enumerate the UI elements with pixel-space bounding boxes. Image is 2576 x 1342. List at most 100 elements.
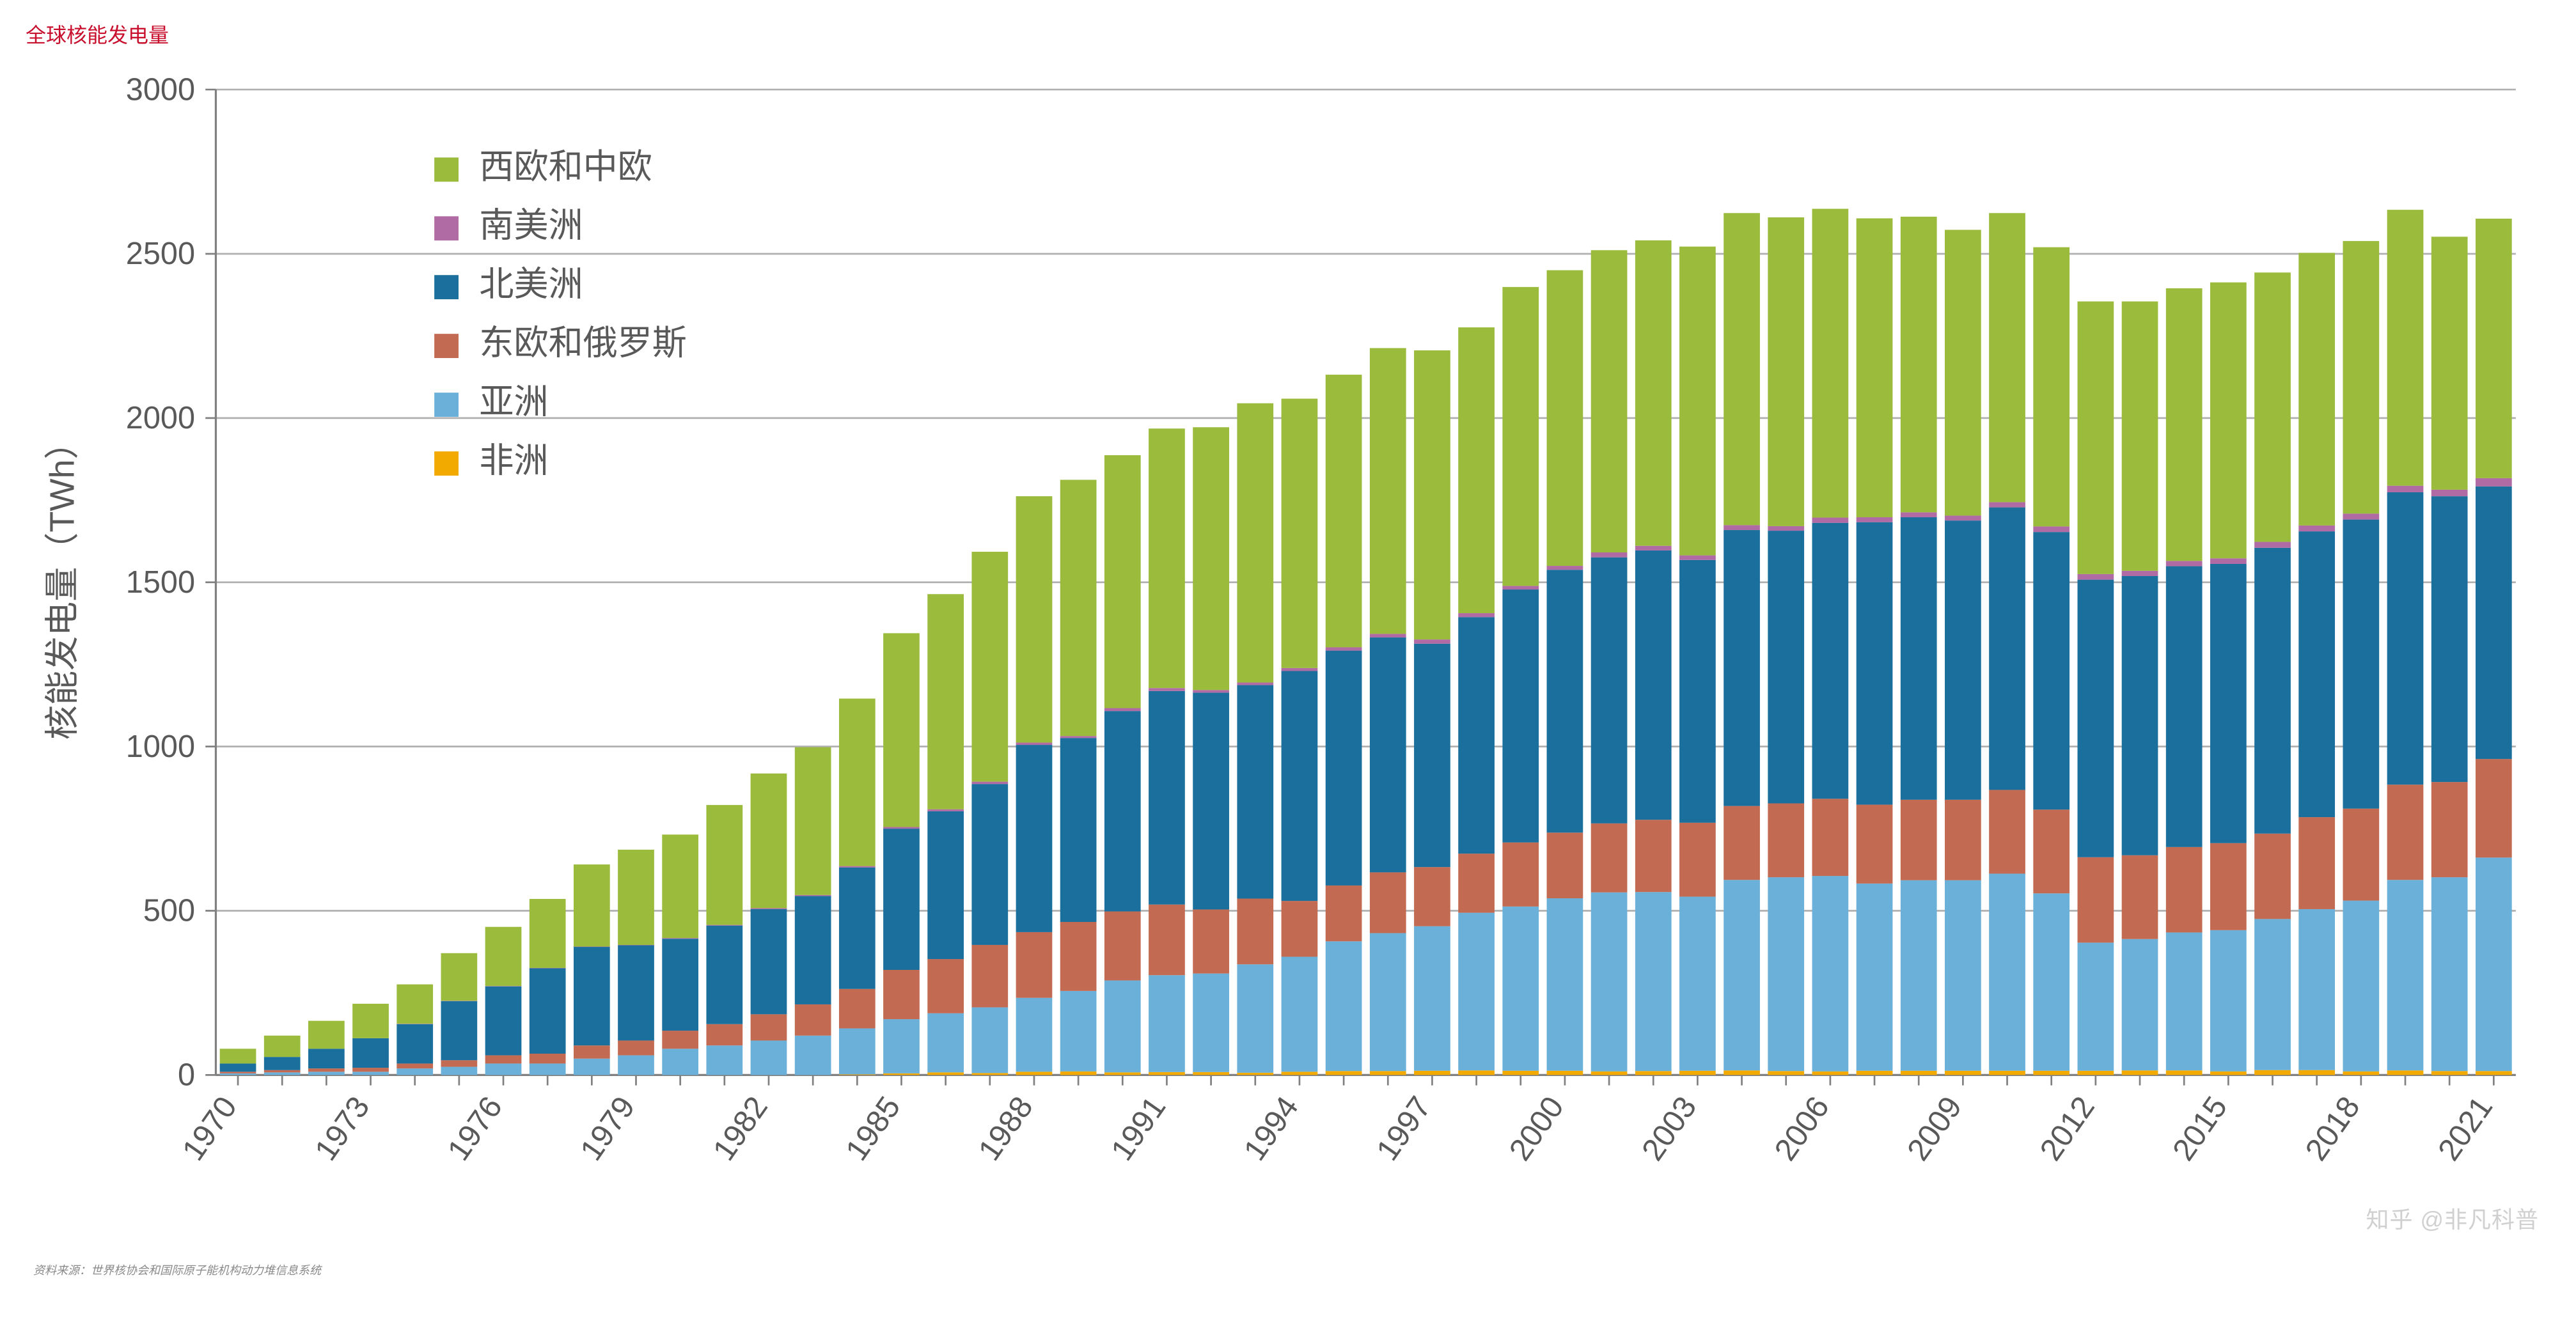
bar-segment — [1502, 907, 1539, 1071]
bar-segment — [1812, 1072, 1849, 1075]
bar-segment — [574, 947, 610, 1045]
bar-segment — [1679, 247, 1716, 556]
bar-segment — [1812, 799, 1849, 876]
bar-segment — [751, 774, 787, 909]
bar-segment — [1414, 926, 1450, 1071]
bar-segment — [1724, 525, 1760, 530]
bar-segment — [2078, 301, 2114, 573]
bar-segment — [1857, 884, 1893, 1071]
bar-segment — [1282, 668, 1318, 671]
bar-segment — [1237, 1073, 1273, 1075]
svg-text:2000: 2000 — [126, 401, 195, 435]
bar-segment — [1370, 872, 1406, 933]
bar-segment — [1282, 399, 1318, 668]
bar-segment — [618, 850, 654, 945]
bar-segment — [1857, 805, 1893, 884]
bar-segment — [1812, 518, 1849, 523]
bar-segment — [927, 811, 964, 959]
bar-segment — [2298, 253, 2335, 525]
bar-segment — [1724, 1070, 1760, 1075]
bar-segment — [1104, 1072, 1141, 1075]
bar-segment — [1060, 1072, 1097, 1075]
bar-segment — [1193, 1072, 1229, 1075]
bar-segment — [1768, 531, 1804, 803]
bar-segment — [1326, 647, 1362, 650]
bar-segment — [2078, 580, 2114, 857]
bar-segment — [2431, 237, 2468, 490]
bar-segment — [795, 896, 831, 1004]
bar-segment — [1282, 671, 1318, 901]
bar-segment — [1768, 526, 1804, 531]
bar-segment — [441, 1001, 478, 1060]
bar-segment — [2476, 478, 2512, 487]
bar-segment — [1060, 736, 1097, 738]
bar-segment — [883, 829, 920, 970]
svg-text:2003: 2003 — [1635, 1090, 1703, 1167]
bar-segment — [1901, 512, 1937, 517]
legend-label: 北美洲 — [479, 265, 583, 304]
bar-segment — [1326, 375, 1362, 647]
bar-segment — [2387, 492, 2424, 784]
bar-segment — [530, 968, 566, 1054]
y-axis-label: 核能发电量（TWh） — [43, 425, 82, 740]
legend-swatch — [434, 393, 459, 417]
bar-segment — [1945, 800, 1981, 880]
bar-segment — [397, 1024, 433, 1064]
bar-segment — [1591, 1072, 1628, 1075]
bar-segment — [264, 1072, 301, 1075]
bar-segment — [2078, 1071, 2114, 1075]
bar-segment — [2210, 1072, 2247, 1075]
bar-segment — [706, 805, 742, 925]
chart-title: 全球核能发电量 — [26, 19, 2550, 49]
bar-segment — [751, 909, 787, 1014]
bar-segment — [1282, 1072, 1318, 1075]
svg-text:1988: 1988 — [972, 1090, 1040, 1167]
bar-segment — [1326, 1071, 1362, 1075]
bar-segment — [1989, 213, 2025, 502]
bar-segment — [883, 827, 920, 829]
bar-segment — [1458, 854, 1495, 912]
bar-segment — [2033, 1071, 2069, 1075]
bar-segment — [751, 1040, 787, 1075]
bar-segment — [1857, 1071, 1893, 1075]
bar-segment — [530, 968, 566, 969]
bar-segment — [1679, 823, 1716, 897]
bar-segment — [1502, 843, 1539, 907]
bar-segment — [1016, 998, 1053, 1072]
svg-text:2009: 2009 — [1901, 1090, 1968, 1167]
bar-segment — [1635, 546, 1672, 550]
bar-segment — [485, 927, 522, 986]
bar-segment — [530, 1063, 566, 1075]
legend-label: 亚洲 — [479, 383, 548, 421]
bar-segment — [1945, 230, 1981, 515]
svg-text:500: 500 — [143, 894, 195, 928]
bar-segment — [2254, 548, 2291, 834]
bar-segment — [1591, 823, 1628, 893]
bar-segment — [2210, 558, 2247, 564]
legend-label: 东欧和俄罗斯 — [479, 324, 686, 363]
bar-segment — [2387, 784, 2424, 880]
bar-segment — [2387, 210, 2424, 486]
bar-segment — [1768, 877, 1804, 1071]
bar-segment — [706, 1024, 742, 1045]
bar-segment — [485, 987, 522, 1056]
bar-segment — [1326, 886, 1362, 941]
bar-segment — [1370, 348, 1406, 634]
bar-segment — [2122, 301, 2158, 570]
bar-segment — [2387, 880, 2424, 1070]
bar-segment — [2476, 759, 2512, 857]
bar-segment — [2166, 1070, 2203, 1075]
bar-segment — [2476, 487, 2512, 759]
bar-segment — [2298, 1070, 2335, 1075]
bar-segment — [1901, 217, 1937, 512]
bar-segment — [397, 1063, 433, 1068]
bar-segment — [308, 1021, 345, 1049]
bar-segment — [2122, 571, 2158, 576]
bar-segment — [1901, 1071, 1937, 1075]
bar-segment — [2343, 809, 2379, 901]
legend-swatch — [434, 334, 459, 358]
bar-segment — [2122, 939, 2158, 1071]
bar-segment — [2387, 1070, 2424, 1075]
bar-segment — [751, 908, 787, 909]
bar-segment — [971, 784, 1008, 945]
